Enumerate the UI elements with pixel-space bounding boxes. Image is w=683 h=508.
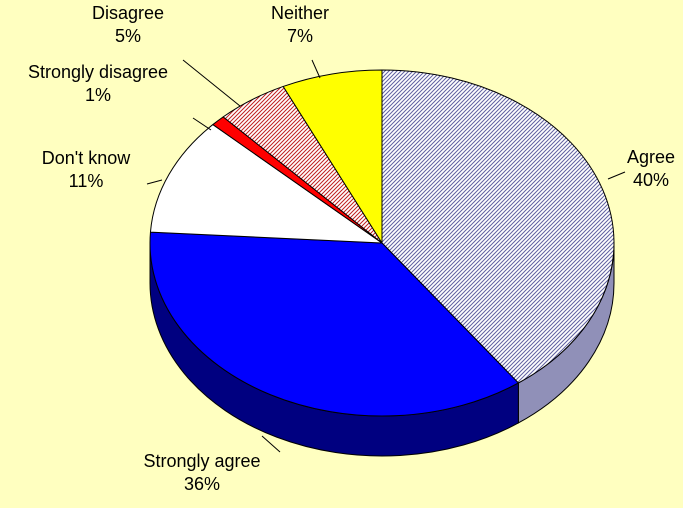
slice-value-agree: 40%	[633, 170, 669, 190]
leader-line-agree	[607, 171, 626, 180]
leader-line-strongly-agree	[261, 435, 281, 453]
slice-neither	[282, 69, 383, 244]
slice-label-don-t-know: Don't know	[42, 148, 131, 168]
pie-slices	[149, 69, 615, 417]
slice-label-disagree: Disagree	[92, 3, 164, 23]
slice-value-disagree: 5%	[115, 26, 141, 46]
slice-value-strongly-disagree: 1%	[85, 85, 111, 105]
slice-value-neither: 7%	[287, 26, 313, 46]
slice-strongly-agree	[149, 231, 519, 417]
slice-value-strongly-agree: 36%	[184, 474, 220, 494]
leader-line-strongly-disagree	[192, 117, 212, 131]
slice-label-neither: Neither	[271, 3, 329, 23]
slice-don-t-know	[149, 124, 383, 244]
leader-line-don-t-know	[146, 179, 163, 185]
slice-labels: Agree 40% Strongly agree 36% Don't know 11% St…	[28, 3, 675, 494]
leader-line-disagree	[182, 59, 241, 107]
slice-agree	[381, 69, 615, 384]
leader-lines	[146, 59, 626, 453]
leader-line-neither	[311, 59, 321, 79]
slice-label-agree: Agree	[627, 147, 675, 167]
slice-label-strongly-agree: Strongly agree	[143, 451, 260, 471]
slice-label-strongly-disagree: Strongly disagree	[28, 62, 168, 82]
slice-value-don-t-know: 11%	[69, 171, 104, 191]
